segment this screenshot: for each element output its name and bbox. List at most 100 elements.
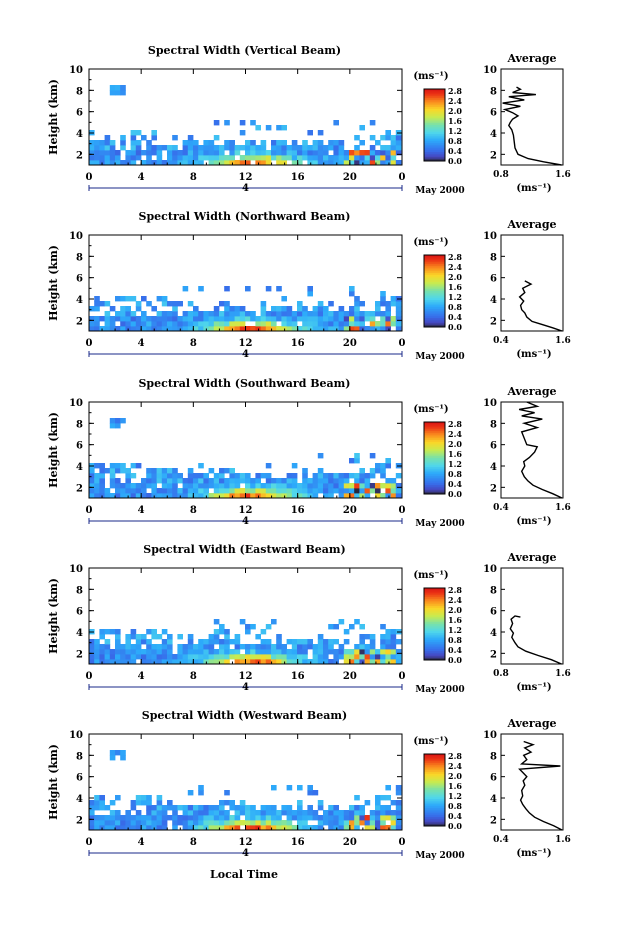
heatmap-cell [328, 326, 334, 332]
heatmap-cell [198, 286, 204, 292]
heatmap-cell [338, 150, 345, 156]
heatmap-cell [380, 634, 386, 640]
heatmap-cell [369, 815, 376, 821]
heatmap-cell [130, 150, 137, 156]
colorbar-frame [423, 587, 446, 661]
heatmap-cell [104, 820, 111, 826]
heatmap-cell [255, 155, 261, 161]
heatmap-cell [307, 321, 313, 327]
heatmap-cell [354, 145, 360, 151]
x-tick-label: 0 [86, 172, 93, 183]
heatmap-cell [395, 805, 402, 811]
heatmap-cell [198, 145, 204, 151]
heatmap-cell [234, 145, 241, 151]
colorbar-unit-label: (ms⁻¹) [413, 71, 448, 82]
heatmap-cell [390, 820, 397, 826]
colorbar-swatch [424, 755, 445, 758]
heatmap-cell [120, 135, 126, 141]
heatmap-cell [328, 825, 334, 831]
heatmap-cell [161, 810, 168, 816]
heatmap-cell [364, 488, 371, 494]
heatmap-cell [385, 634, 391, 640]
heatmap-cell [291, 659, 298, 665]
profile-title: Average [506, 385, 556, 398]
heatmap-cell [369, 135, 376, 141]
profile-x-tick-label: 0.4 [493, 503, 509, 513]
heatmap-cell [375, 820, 381, 826]
heatmap-cell [385, 145, 391, 151]
profile-y-tick-label: 8 [490, 419, 497, 430]
heatmap-cell [224, 301, 230, 307]
heatmap-cell [109, 478, 116, 484]
heatmap-cell [297, 639, 303, 645]
heatmap-cell [390, 478, 397, 484]
heatmap-cell [281, 125, 287, 131]
heatmap-cell [390, 321, 397, 327]
heatmap-cell [203, 150, 209, 156]
heatmap-cell [297, 311, 303, 317]
heatmap-cell [380, 311, 386, 317]
heatmap-cell [130, 654, 137, 660]
heatmap-cell [291, 649, 298, 655]
heatmap-cell [333, 815, 339, 821]
heatmap-cell [203, 473, 209, 479]
heatmap-cell [307, 644, 313, 650]
heatmap-cell [151, 644, 157, 650]
heatmap-cell [94, 795, 100, 801]
heatmap-cell [239, 326, 246, 332]
heatmap-cell [286, 488, 293, 494]
day-label: 4 [242, 682, 249, 693]
heatmap-cell [260, 820, 267, 826]
heatmap-cell [104, 659, 111, 665]
colorbar-swatch [424, 112, 445, 115]
colorbar-swatch [424, 654, 445, 657]
heatmap-cell [187, 790, 194, 796]
heatmap-cell [390, 629, 397, 635]
heatmap-cell [146, 160, 152, 166]
heatmap-cell [265, 150, 272, 156]
heatmap-cell [177, 649, 183, 655]
heatmap-cell [94, 321, 100, 327]
heatmap-cell [354, 478, 360, 484]
heatmap-cell [229, 468, 235, 474]
heatmap-cell [104, 326, 111, 332]
colorbar-tick-label: 1.2 [448, 292, 462, 302]
heatmap-cell [187, 135, 194, 141]
heatmap-cell [390, 140, 397, 146]
heatmap-cell [234, 654, 241, 660]
heatmap-cell [364, 150, 371, 156]
colorbar-swatch [424, 314, 445, 317]
heatmap-cell [239, 160, 246, 166]
colorbar-swatch [424, 316, 445, 319]
heatmap-cell [208, 155, 215, 161]
heatmap-cell [213, 160, 220, 166]
heatmap-cell [203, 316, 209, 322]
heatmap-cell [369, 155, 376, 161]
heatmap-cell [193, 810, 199, 816]
heatmap-cell [395, 311, 402, 317]
heatmap-cell [364, 316, 371, 322]
colorbar-swatch [424, 772, 445, 775]
heatmap-cell [380, 483, 386, 489]
heatmap-cell [156, 805, 163, 811]
x-tick-label: 4 [138, 671, 145, 682]
profile-y-tick-label: 2 [490, 483, 497, 494]
heatmap-cell [229, 306, 235, 312]
heatmap-cell [99, 155, 105, 161]
heatmap-cell [89, 654, 95, 660]
heatmap-cell [135, 810, 142, 816]
heatmap-cell [307, 659, 313, 665]
heatmap-cell [271, 140, 277, 146]
heatmap-cell [276, 634, 282, 640]
heatmap-cell [182, 316, 189, 322]
heatmap-cell [172, 160, 178, 166]
panel-title: Spectral Width (Westward Beam) [142, 709, 347, 722]
colorbar-swatch [424, 300, 445, 303]
heatmap-cell [395, 135, 402, 141]
heatmap-cell [286, 659, 293, 665]
heatmap-cell [198, 311, 204, 317]
heatmap-cell [385, 135, 391, 141]
heatmap-cell [333, 316, 339, 322]
colorbar-tick-label: 0.8 [448, 136, 462, 146]
heatmap-cell [135, 654, 142, 660]
